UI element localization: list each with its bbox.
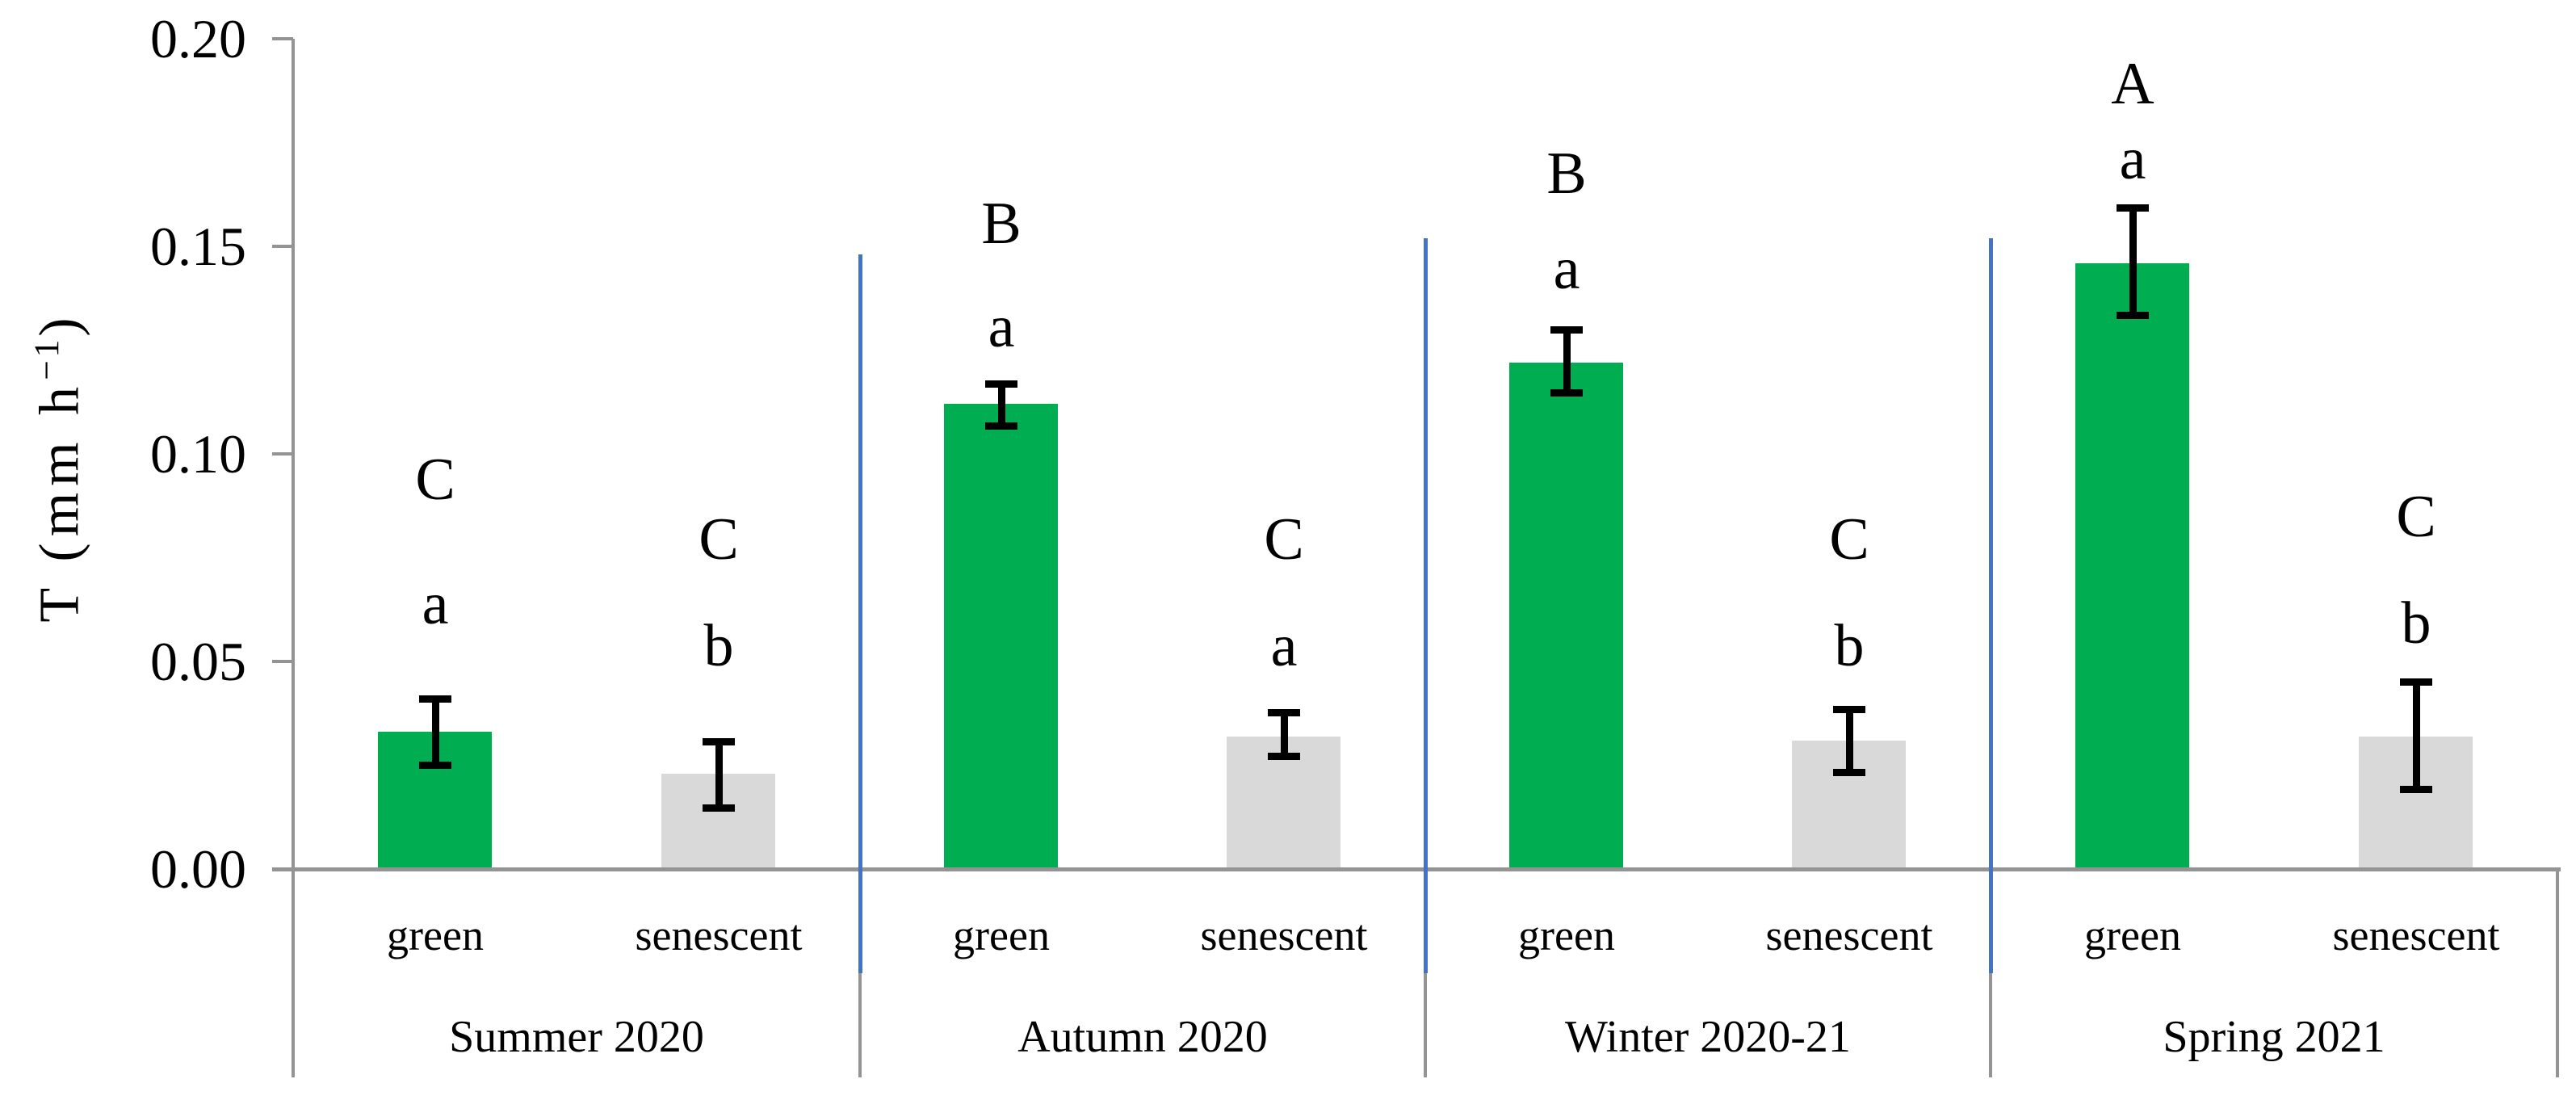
season-label-winter-2020-21: Winter 2020-21 <box>1565 1012 1851 1062</box>
error-bar-cap-bottom <box>1833 769 1865 776</box>
error-bar-stem <box>2413 682 2420 789</box>
error-bar-cap-top <box>1550 326 1583 334</box>
significance-letter: C <box>2396 484 2436 550</box>
group-divider <box>1424 869 1427 1077</box>
error-bar-cap-bottom <box>985 422 1017 430</box>
season-label-summer-2020: Summer 2020 <box>449 1012 704 1062</box>
error-bar-cap-bottom <box>703 804 735 812</box>
error-bar-cap-top <box>985 380 1017 388</box>
bar-green-winter-2020-21 <box>1509 363 1623 869</box>
y-axis-line <box>292 39 295 1077</box>
error-bar-stem <box>1563 330 1571 393</box>
significance-letter: A <box>2111 51 2154 117</box>
y-axis-title-close: ) <box>28 311 91 337</box>
category-label-green: green <box>387 911 484 959</box>
y-tick <box>272 245 293 248</box>
category-label-green: green <box>1518 911 1615 959</box>
error-bar-stem <box>998 384 1005 426</box>
significance-letter: C <box>415 447 455 513</box>
significance-letter: C <box>699 506 739 573</box>
error-bar-cap-top <box>1833 706 1865 713</box>
significance-letter: b <box>1834 613 1865 679</box>
y-tick <box>272 452 293 456</box>
category-label-senescent: senescent <box>635 911 803 959</box>
error-bar-cap-top <box>419 695 451 703</box>
error-bar-cap-top <box>2400 678 2432 686</box>
error-bar-stem <box>2129 208 2137 315</box>
y-tick <box>272 37 293 40</box>
bar-green-spring-2021 <box>2075 263 2189 869</box>
error-bar-cap-bottom <box>1268 753 1300 760</box>
y-axis-title-base: T (mm h <box>28 380 91 623</box>
error-bar-cap-top <box>2117 204 2149 212</box>
significance-letter: C <box>1829 506 1869 573</box>
group-divider <box>2556 869 2559 1077</box>
significance-letter: a <box>1553 236 1580 302</box>
category-label-senescent: senescent <box>1765 911 1933 959</box>
error-bar-stem <box>1846 709 1853 772</box>
error-bar-cap-top <box>1268 709 1300 716</box>
y-tick-label: 0.05 <box>150 631 246 692</box>
category-label-green: green <box>953 911 1050 959</box>
error-bar-cap-top <box>703 738 735 745</box>
x-axis-line <box>272 867 2561 871</box>
significance-letter: a <box>422 571 449 637</box>
y-tick-label: 0.15 <box>150 216 246 277</box>
error-bar-stem <box>1281 712 1288 756</box>
error-bar-stem <box>432 699 439 765</box>
category-label-senescent: senescent <box>2332 911 2500 959</box>
y-tick <box>272 660 293 663</box>
significance-letter: b <box>703 613 734 679</box>
category-label-green: green <box>2084 911 2181 959</box>
error-bar-stem <box>715 741 723 808</box>
y-tick-label: 0.20 <box>150 8 246 69</box>
season-separator-line <box>858 254 862 973</box>
significance-letter: b <box>2401 590 2431 657</box>
y-tick-label: 0.10 <box>150 423 246 485</box>
significance-letter: a <box>2119 126 2146 192</box>
season-separator-line <box>1424 238 1428 973</box>
significance-letter: a <box>988 294 1015 360</box>
significance-letter: B <box>981 191 1022 257</box>
season-label-autumn-2020: Autumn 2020 <box>1017 1012 1268 1062</box>
season-label-spring-2021: Spring 2021 <box>2163 1012 2385 1062</box>
significance-letter: B <box>1546 141 1587 207</box>
error-bar-cap-bottom <box>1550 389 1583 397</box>
y-tick-label: 0.00 <box>150 838 246 900</box>
significance-letter: a <box>1270 613 1298 679</box>
y-axis-title-superscript: −1 <box>27 336 66 380</box>
error-bar-cap-bottom <box>2117 312 2149 319</box>
category-label-senescent: senescent <box>1200 911 1368 959</box>
season-separator-line <box>1989 238 1993 973</box>
group-divider <box>858 869 862 1077</box>
error-bar-cap-bottom <box>419 762 451 769</box>
group-divider <box>1989 869 1992 1077</box>
error-bar-cap-bottom <box>2400 786 2432 793</box>
significance-letter: C <box>1264 506 1304 573</box>
bar-green-autumn-2020 <box>944 404 1058 869</box>
